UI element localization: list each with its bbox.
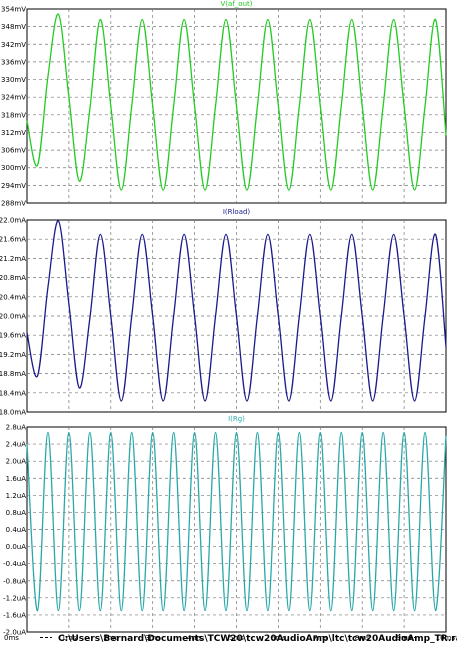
y-tick-label: 2.4uA: [6, 441, 27, 449]
y-tick-label: 348mV: [1, 23, 26, 31]
y-tick-label: 312mV: [1, 129, 26, 137]
footer-file-path: C:\Users\Bernard\Documents\TCW20\tcw20Au…: [58, 634, 457, 643]
y-tick-label: 20.8mA: [0, 274, 26, 282]
trace-title: I(Rg): [228, 415, 245, 423]
y-tick-label: 0.8uA: [6, 509, 27, 517]
footer-bar: C:\Users\Bernard\Documents\TCW20\tcw20Au…: [40, 634, 457, 644]
y-tick-label: 336mV: [1, 58, 26, 66]
y-tick-label: 300mV: [1, 164, 26, 172]
chart-panel-2: 22.0mA 21.6mA 21.2mA 20.8mA 20.4mA 20.0mA 19.6…: [0, 208, 447, 417]
y-tick-label: 2.8uA: [6, 424, 27, 432]
trace-title: I(Rload): [223, 208, 251, 216]
y-tick-label: -0.4uA: [3, 560, 26, 568]
y-tick-label: 20.0mA: [0, 313, 26, 321]
y-tick-label: 20.4mA: [0, 293, 26, 301]
y-tick-label: 0.4uA: [6, 526, 27, 534]
y-tick-label: -1.6uA: [3, 611, 26, 619]
y-tick-label: 342mV: [1, 41, 26, 49]
x-tick-label: 8ms: [355, 634, 370, 642]
trace-line: [26, 220, 447, 402]
y-tick-label: 1.2uA: [6, 492, 27, 500]
trace-line: [26, 13, 447, 191]
y-tick-label: 324mV: [1, 94, 26, 102]
trace-line: [26, 431, 447, 612]
y-tick-label: 18.4mA: [0, 389, 26, 397]
y-tick-label: 19.6mA: [0, 332, 26, 340]
y-tick-label: 288mV: [1, 200, 26, 208]
y-tick-label: 318mV: [1, 111, 26, 119]
x-tick-label: 5ms: [229, 634, 244, 642]
x-tick-label: 6ms: [271, 634, 286, 642]
y-tick-label: -0.8uA: [3, 577, 26, 585]
y-tick-label: 18.8mA: [0, 370, 26, 378]
y-tick-label: -1.2uA: [3, 594, 26, 602]
y-tick-label: 0.0uA: [6, 543, 27, 551]
y-tick-label: 330mV: [1, 76, 26, 84]
x-tick-label: 2ms: [103, 634, 118, 642]
x-tick-label: 10ms: [436, 634, 456, 642]
y-tick-label: 2.0uA: [6, 458, 27, 466]
y-tick-label: 306mV: [1, 147, 26, 155]
y-tick-label: 22.0mA: [0, 217, 26, 225]
x-tick-label: 1ms: [61, 634, 76, 642]
x-tick-label: 0ms: [4, 634, 19, 642]
y-tick-label: 21.2mA: [0, 255, 26, 263]
y-tick-label: 21.6mA: [0, 236, 26, 244]
x-tick-label: 4ms: [187, 634, 202, 642]
y-tick-label: 354mV: [1, 6, 26, 14]
x-tick-label: 7ms: [313, 634, 328, 642]
trace-title: V(af_out): [221, 0, 253, 8]
x-tick-label: 3ms: [145, 634, 160, 642]
chart-panel-1: 354mV 348mV 342mV 336mV 330mV 324mV 318mV 312mV…: [1, 0, 447, 208]
y-tick-label: -2.0uA: [3, 629, 26, 637]
y-tick-label: 18.0mA: [0, 409, 26, 417]
y-tick-label: 294mV: [1, 182, 26, 190]
y-tick-label: 19.2mA: [0, 351, 26, 359]
chart-panel-3: 2.8uA 2.4uA 2.0uA 1.6uA 1.2uA 0.8uA 0.4uA 0.0uA…: [3, 415, 455, 642]
y-tick-label: 1.6uA: [6, 475, 27, 483]
